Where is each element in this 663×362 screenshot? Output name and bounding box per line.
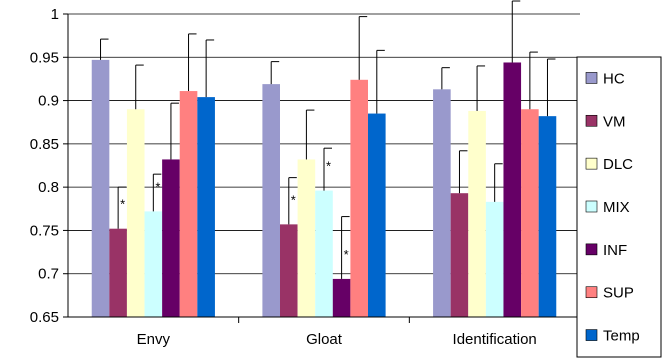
- bar-sup: [350, 79, 368, 318]
- legend-label-inf: INF: [603, 242, 627, 259]
- y-tick-label: 1: [51, 6, 59, 23]
- bar-inf: [503, 62, 522, 318]
- bar-vm: [109, 228, 127, 317]
- legend-swatch-hc: [585, 72, 598, 84]
- bar-vm: [450, 193, 469, 317]
- bar-temp: [368, 113, 386, 317]
- legend-label-hc: HC: [603, 70, 625, 87]
- significance-markers: * * * * *: [120, 159, 349, 262]
- legend-swatch-inf: [585, 243, 598, 256]
- bar-inf: [162, 159, 180, 317]
- x-axis-tick-labels: Envy Gloat Identification: [137, 331, 537, 348]
- y-axis-tick-labels: 0.65 0.7 0.75 0.8 0.85 0.9 0.95 1: [30, 6, 59, 326]
- bar-dlc: [297, 159, 316, 317]
- y-tick-label: 0.8: [38, 179, 59, 196]
- bars: [91, 59, 557, 318]
- bar-mix: [485, 201, 504, 317]
- error-bars: [100, 0, 556, 279]
- legend-label-vm: VM: [603, 113, 626, 130]
- bar-hc: [91, 59, 110, 317]
- legend: HC VM DLC MIX INF SUP Temp: [576, 56, 662, 358]
- significance-marker: *: [344, 247, 349, 262]
- legend-swatch-mix: [585, 200, 598, 213]
- y-tick-label: 0.65: [30, 309, 59, 326]
- bar-mix: [315, 190, 333, 317]
- legend-swatch-sup: [585, 286, 598, 299]
- x-tick-label: Envy: [137, 331, 171, 348]
- y-tick-label: 0.75: [30, 222, 59, 239]
- bar-temp: [197, 97, 215, 317]
- bar-dlc: [468, 110, 486, 318]
- bar-vm: [280, 224, 298, 317]
- bar-hc: [433, 89, 451, 318]
- legend-label-dlc: DLC: [603, 156, 633, 173]
- significance-marker: *: [291, 192, 296, 207]
- legend-label-mix: MIX: [603, 199, 630, 216]
- y-tick-label: 0.7: [38, 266, 59, 283]
- x-tick-label: Gloat: [306, 331, 343, 348]
- legend-swatch-temp: [585, 329, 598, 341]
- bar-dlc: [126, 109, 145, 317]
- bar-mix: [144, 211, 163, 317]
- y-tick-label: 0.95: [30, 49, 59, 66]
- bar-inf: [332, 278, 351, 317]
- significance-marker: *: [120, 197, 125, 212]
- legend-swatch-dlc: [585, 157, 598, 170]
- bar-temp: [538, 116, 557, 317]
- legend-label-sup: SUP: [603, 285, 634, 302]
- bar-sup: [521, 109, 539, 317]
- y-tick-label: 0.85: [30, 136, 59, 153]
- legend-label-temp: Temp: [603, 328, 640, 345]
- significance-marker: *: [155, 179, 160, 194]
- bar-hc: [262, 84, 280, 317]
- bar-sup: [179, 91, 198, 317]
- significance-marker: *: [326, 159, 331, 174]
- y-tick-label: 0.9: [38, 93, 59, 110]
- x-tick-label: Identification: [453, 331, 537, 348]
- legend-swatch-vm: [585, 114, 598, 127]
